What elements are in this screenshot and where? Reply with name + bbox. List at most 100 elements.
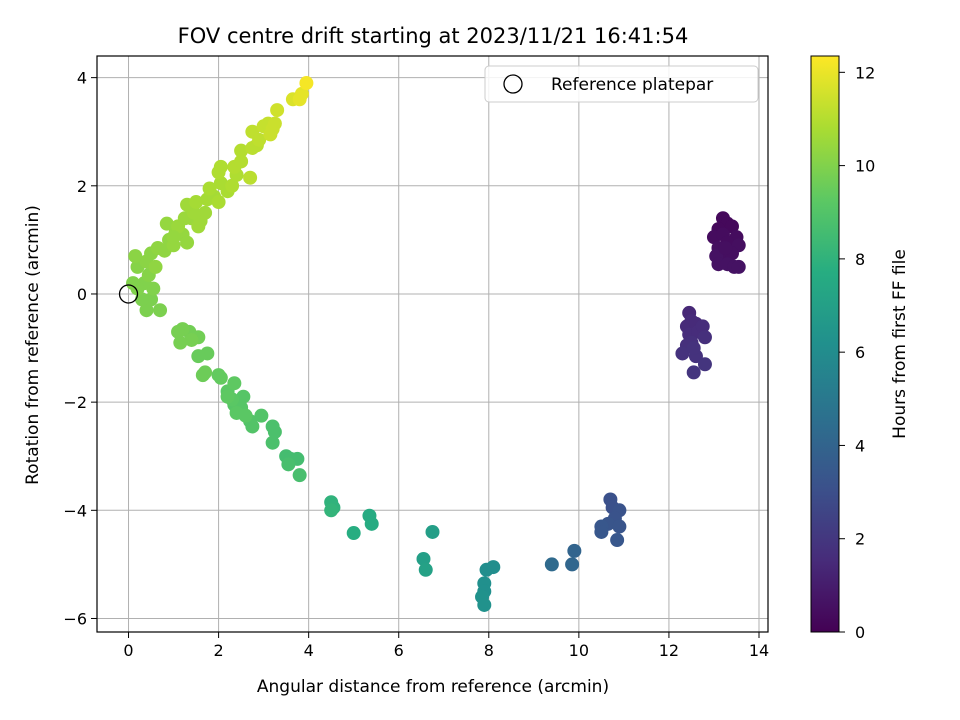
x-axis-label: Angular distance from reference (arcmin) <box>257 677 609 697</box>
data-point <box>731 259 746 274</box>
data-point <box>135 292 150 307</box>
data-point <box>234 154 249 169</box>
data-point <box>675 346 690 361</box>
data-point <box>238 408 253 423</box>
colorbar-ticks: 0 2 4 6 8 10 12 <box>839 63 875 642</box>
x-tick-label: 8 <box>484 641 494 660</box>
data-point <box>292 468 307 483</box>
data-point <box>265 435 280 450</box>
colorbar-tick-label: 6 <box>855 343 865 362</box>
data-point <box>225 178 240 193</box>
x-tick-label: 4 <box>304 641 314 660</box>
data-point <box>612 519 627 534</box>
data-point <box>544 557 559 572</box>
y-axis-label: Rotation from reference (arcmin) <box>23 205 43 485</box>
x-tick-label: 14 <box>749 641 769 660</box>
data-point <box>425 524 440 539</box>
colorbar-tick-label: 0 <box>855 623 865 642</box>
data-point <box>191 349 206 364</box>
data-point <box>718 241 733 255</box>
data-point <box>139 303 154 318</box>
data-point <box>724 219 739 234</box>
data-point <box>198 205 213 220</box>
data-point <box>184 332 199 347</box>
data-point <box>567 543 582 558</box>
data-point <box>189 195 204 210</box>
colorbar-tick-label: 8 <box>855 250 865 269</box>
data-points <box>126 76 746 612</box>
data-point <box>477 597 492 612</box>
legend: Reference platepar <box>484 65 759 103</box>
reference-platepar-marker <box>118 284 139 304</box>
colorbar-gradient <box>810 55 840 633</box>
data-point <box>148 259 163 274</box>
data-point <box>292 92 307 107</box>
data-point <box>213 370 228 385</box>
data-point <box>697 357 712 372</box>
data-point <box>697 330 712 345</box>
data-point <box>252 132 267 147</box>
data-point <box>166 230 181 245</box>
data-point <box>180 235 195 250</box>
colorbar-tick-label: 10 <box>855 157 875 176</box>
data-point <box>418 562 433 577</box>
y-tick-label: −2 <box>63 393 87 412</box>
data-point <box>211 195 226 210</box>
data-point <box>153 303 168 318</box>
data-point <box>159 216 174 231</box>
legend-box <box>484 65 759 103</box>
data-point <box>695 319 710 334</box>
data-point <box>213 159 228 174</box>
colorbar-tick-label: 12 <box>855 63 875 82</box>
y-tick-label: 0 <box>77 285 87 304</box>
data-point <box>267 424 282 439</box>
x-tick-label: 10 <box>569 641 589 660</box>
data-point <box>364 516 379 531</box>
y-tick-label: −6 <box>63 609 87 628</box>
data-point <box>263 127 278 142</box>
data-point <box>126 276 141 291</box>
data-point <box>267 116 282 131</box>
legend-open-circle-icon <box>503 74 523 94</box>
colorbar-label: Hours from first FF file <box>890 249 910 439</box>
y-axis-ticks: −6 −4 −2 0 2 4 <box>63 69 97 628</box>
x-axis-ticks: 0 2 4 6 8 10 12 14 <box>123 632 769 660</box>
data-point <box>173 335 188 350</box>
legend-entry-reference-platepar: Reference platepar <box>551 75 713 95</box>
colorbar-tick-label: 4 <box>855 436 865 455</box>
y-tick-label: −4 <box>63 501 87 520</box>
data-point <box>202 181 217 196</box>
data-point <box>220 389 235 404</box>
data-point <box>594 524 609 539</box>
data-point <box>270 103 285 118</box>
data-point <box>299 76 314 91</box>
data-point <box>213 176 228 191</box>
plot-frame <box>96 55 769 633</box>
colorbar-tick-label: 2 <box>855 530 865 549</box>
data-point <box>195 368 210 383</box>
x-tick-label: 6 <box>394 641 404 660</box>
data-point <box>245 419 260 434</box>
data-point <box>281 457 296 472</box>
data-point <box>128 249 143 264</box>
data-point <box>686 341 701 356</box>
x-tick-label: 2 <box>213 641 223 660</box>
data-point <box>610 533 625 548</box>
chart-title: FOV centre drift starting at 2023/11/21 … <box>178 24 689 48</box>
x-tick-label: 0 <box>123 641 133 660</box>
x-tick-label: 12 <box>659 641 679 660</box>
data-point <box>254 408 269 423</box>
data-point <box>346 526 361 541</box>
data-point <box>565 557 580 572</box>
data-point <box>416 551 431 566</box>
y-tick-label: 4 <box>77 69 87 88</box>
y-tick-label: 2 <box>77 177 87 196</box>
data-point <box>686 365 701 380</box>
colorbar: 0 2 4 6 8 10 12 Hours from first FF file <box>810 55 910 642</box>
data-point <box>479 562 494 577</box>
data-point <box>324 503 339 518</box>
data-point <box>171 324 186 339</box>
data-point <box>234 143 249 158</box>
data-point <box>227 376 242 391</box>
